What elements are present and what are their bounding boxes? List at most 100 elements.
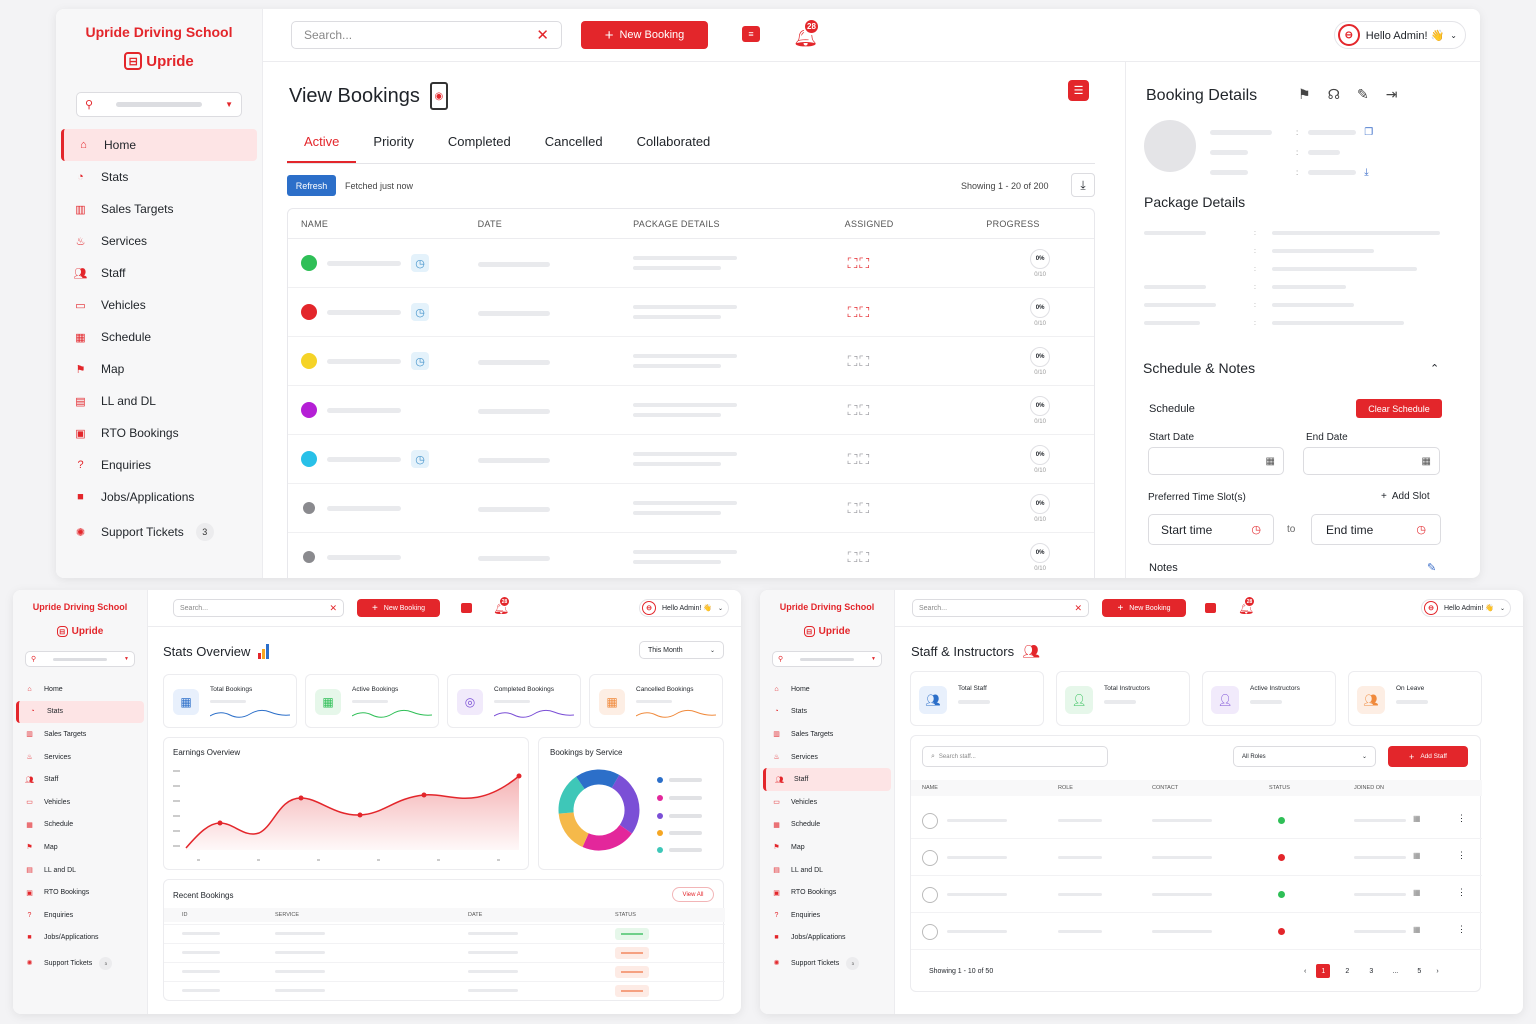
end-time-field[interactable]: End time ◷ [1311,514,1441,545]
table-row[interactable]: ▦ ⋮ [911,839,1482,876]
sidebar-item-schedule[interactable]: ▦ Schedule [763,814,891,837]
prev-page-icon[interactable]: ‹ [1304,967,1307,975]
clock-icon[interactable]: ◷ [411,303,429,321]
tab-collaborated[interactable]: Collaborated [636,134,711,149]
table-row[interactable]: ⛶⛶ 0% 0/10 [288,533,1094,578]
support-headset-icon[interactable]: ☊ [1327,86,1340,102]
clear-search-icon[interactable]: ✕ [536,27,549,44]
refresh-button[interactable]: Refresh [287,175,336,196]
sidebar-item-map[interactable]: ⚑ Map [16,836,144,859]
add-slot-button[interactable]: + Add Slot [1381,491,1430,502]
sidebar-item-sales-targets[interactable]: ▥ Sales Targets [763,723,891,746]
sidebar-item-vehicles[interactable]: ▭ Vehicles [16,791,144,814]
sidebar-item-schedule[interactable]: ▦ Schedule [61,321,257,353]
clear-search-icon[interactable]: ✕ [1074,602,1082,613]
more-options-icon[interactable]: ⋮ [1457,887,1466,897]
view-all-button[interactable]: View All [672,887,714,902]
table-row[interactable] [164,962,725,981]
page-3[interactable]: 3 [1369,967,1374,975]
tab-active[interactable]: Active [287,134,357,163]
sidebar-item-sales-targets[interactable]: ▥ Sales Targets [61,193,257,225]
sidebar-item-services[interactable]: ♨ Services [16,746,144,769]
table-row[interactable]: ⛶⛶ 0% 0/10 [288,386,1094,435]
table-row[interactable]: ◷ ⛶⛶ 0% 0/10 [288,239,1094,288]
table-row[interactable] [164,943,725,962]
clock-icon[interactable]: ◷ [411,450,429,468]
new-booking-button[interactable]: + New Booking [357,599,440,617]
table-row[interactable]: ▦ ⋮ [911,913,1482,950]
sidebar-item-staff[interactable]: 👥︎ Staff [763,768,891,791]
sidebar-item-ll-and-dl[interactable]: ▤ LL and DL [763,859,891,882]
sidebar-item-support-tickets[interactable]: ✺ Support Tickets 3 [61,516,257,548]
more-options-icon[interactable]: ⋮ [1457,813,1466,823]
assigned-instructor-icons[interactable]: ⛶⛶ [847,548,872,565]
user-menu[interactable]: ⊖ Hello Admin! 👋 ⌄ [1333,21,1466,49]
exit-icon[interactable]: ⇥ [1385,86,1398,102]
assigned-instructor-icons[interactable]: ⛶⛶ [847,401,872,418]
sidebar-item-schedule[interactable]: ▦ Schedule [16,814,144,837]
period-select[interactable]: This Month ⌄ [639,641,724,659]
edit-notes-icon[interactable]: ✎ [1427,562,1437,574]
sidebar-item-support-tickets[interactable]: ✺ Support Tickets 3 [16,952,144,975]
sidebar-item-enquiries[interactable]: ? Enquiries [61,449,257,481]
new-booking-button[interactable]: + New Booking [581,21,708,49]
sidebar-item-vehicles[interactable]: ▭ Vehicles [763,791,891,814]
tab-cancelled[interactable]: Cancelled [544,134,603,149]
edit-icon[interactable]: ✎ [1357,86,1369,102]
assigned-instructor-icons[interactable]: ⛶⛶ [847,352,872,369]
sidebar-item-jobs-applications[interactable]: ■ Jobs/Applications [61,481,257,513]
sidebar-item-ll-and-dl[interactable]: ▤ LL and DL [61,385,257,417]
sidebar-item-vehicles[interactable]: ▭ Vehicles [61,289,257,321]
sidebar-item-support-tickets[interactable]: ✺ Support Tickets 3 [763,952,891,975]
messages-icon[interactable]: ≡ [742,26,760,42]
sidebar-item-sales-targets[interactable]: ▥ Sales Targets [16,723,144,746]
more-options-icon[interactable]: ⋮ [1457,924,1466,934]
user-menu[interactable]: ⊖ Hello Admin! 👋 ⌄ [639,599,729,617]
sidebar-item-staff[interactable]: 👥︎ Staff [16,768,144,791]
table-row[interactable]: ▦ ⋮ [911,802,1482,839]
end-date-field[interactable]: ▦ [1303,447,1440,475]
sidebar-item-services[interactable]: ♨ Services [763,746,891,769]
table-row[interactable]: ⛶⛶ 0% 0/10 [288,484,1094,533]
assigned-instructor-icons[interactable]: ⛶⛶ [847,254,872,271]
filter-settings-icon[interactable]: ☰ [1068,80,1089,101]
sidebar-item-ll-and-dl[interactable]: ▤ LL and DL [16,859,144,882]
next-page-icon[interactable]: › [1436,967,1439,975]
clock-icon[interactable]: ◷ [411,254,429,272]
download-icon[interactable]: ⤓ [1364,166,1369,178]
chevron-up-icon[interactable]: ⌃ [1430,363,1440,375]
page-2[interactable]: 2 [1345,967,1350,975]
assigned-instructor-icons[interactable]: ⛶⛶ [847,303,872,320]
table-row[interactable]: ◷ ⛶⛶ 0% 0/10 [288,337,1094,386]
assigned-instructor-icons[interactable]: ⛶⛶ [847,499,872,516]
table-row[interactable]: ◷ ⛶⛶ 0% 0/10 [288,435,1094,484]
download-icon[interactable]: ⤓ [1071,173,1095,197]
search-input[interactable]: Search... ✕ [173,599,344,617]
sidebar-item-map[interactable]: ⚑ Map [763,836,891,859]
user-menu[interactable]: ⊖ Hello Admin! 👋 ⌄ [1421,599,1511,617]
sidebar-item-stats[interactable]: ◔ Stats [763,701,891,724]
clear-schedule-button[interactable]: Clear Schedule [1356,399,1442,418]
table-row[interactable] [164,981,725,1000]
more-options-icon[interactable]: ⋮ [1457,850,1466,860]
table-row[interactable]: ◷ ⛶⛶ 0% 0/10 [288,288,1094,337]
sidebar-item-home[interactable]: ⌂ Home [763,678,891,701]
assigned-instructor-icons[interactable]: ⛶⛶ [847,450,872,467]
page-1[interactable]: 1 [1316,964,1331,978]
messages-icon[interactable] [1205,603,1216,613]
sidebar-item-rto-bookings[interactable]: ▣ RTO Bookings [61,417,257,449]
sidebar-item-stats[interactable]: ◔ Stats [16,700,144,724]
sidebar-item-home[interactable]: ⌂ Home [16,678,144,701]
sidebar-item-services[interactable]: ♨ Services [61,225,257,257]
sidebar-item-enquiries[interactable]: ? Enquiries [763,904,891,927]
add-staff-button[interactable]: + Add Staff [1388,746,1468,767]
search-input[interactable]: Search... ✕ [291,21,562,49]
clock-icon[interactable]: ◷ [411,352,429,370]
sidebar-item-jobs-applications[interactable]: ■ Jobs/Applications [16,927,144,950]
sidebar-item-enquiries[interactable]: ? Enquiries [16,904,144,927]
sidebar-item-stats[interactable]: ◔ Stats [61,161,257,193]
branch-select[interactable]: ⚲ ▼ [25,651,135,667]
table-row[interactable]: ▦ ⋮ [911,876,1482,913]
sidebar-item-home[interactable]: ⌂ Home [61,129,257,161]
tab-priority[interactable]: Priority [373,134,414,149]
